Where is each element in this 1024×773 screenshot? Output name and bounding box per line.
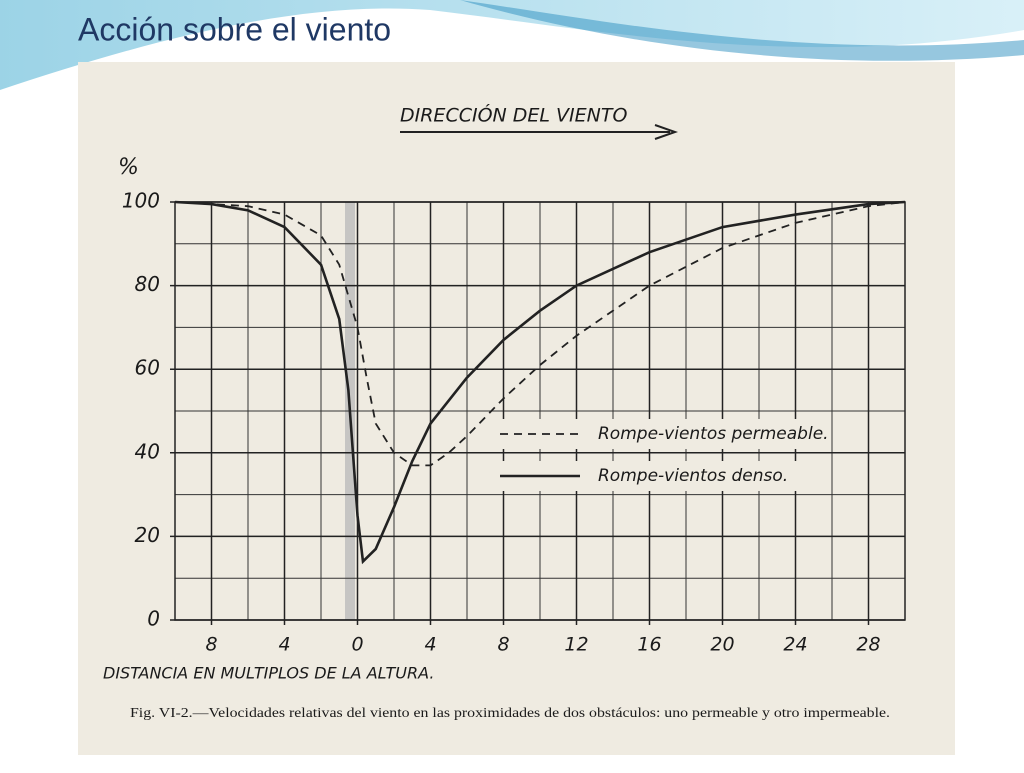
slide-title: Acción sobre el viento	[78, 11, 391, 47]
legend-label: Rompe-vientos denso.	[598, 466, 788, 486]
y-axis-label: %	[118, 155, 139, 180]
x-tick-label: 16	[637, 634, 661, 656]
x-tick-label: 4	[278, 634, 290, 656]
x-tick-label: 4	[424, 634, 436, 656]
x-tick-label: 28	[856, 634, 880, 656]
swoosh	[460, 0, 1024, 61]
x-axis-label: DISTANCIA EN MULTIPLOS DE LA ALTURA.	[103, 664, 434, 683]
y-tick-label: 80	[135, 272, 160, 296]
series-line	[174, 200, 906, 565]
scan-background	[78, 62, 955, 755]
wind-arrow	[400, 124, 679, 140]
figure-caption: Fig. VI-2.—Velocidades relativas del vie…	[130, 706, 890, 721]
y-tick-label: 0	[147, 607, 160, 631]
x-tick-label: 20	[710, 634, 734, 656]
series-line	[174, 201, 906, 467]
y-tick-label: 20	[135, 523, 160, 547]
x-tick-label: 24	[783, 634, 807, 656]
caption-text: Fig. VI-2.—Velocidades relativas del vie…	[130, 706, 890, 721]
y-tick-label: 60	[135, 356, 160, 380]
legend-label: Rompe-vientos permeable.	[598, 424, 829, 444]
y-tick-label: 100	[122, 189, 160, 213]
annotation: DIRECCIÓN DEL VIENTO	[400, 103, 627, 127]
x-tick-label: 8	[205, 634, 217, 656]
x-tick-label: 12	[564, 634, 588, 656]
x-tick-label: 8	[497, 634, 509, 656]
swoosh	[0, 0, 1024, 90]
plot-frame	[174, 201, 906, 621]
x-tick-label: 0	[351, 634, 363, 656]
y-tick-label: 40	[135, 439, 160, 463]
